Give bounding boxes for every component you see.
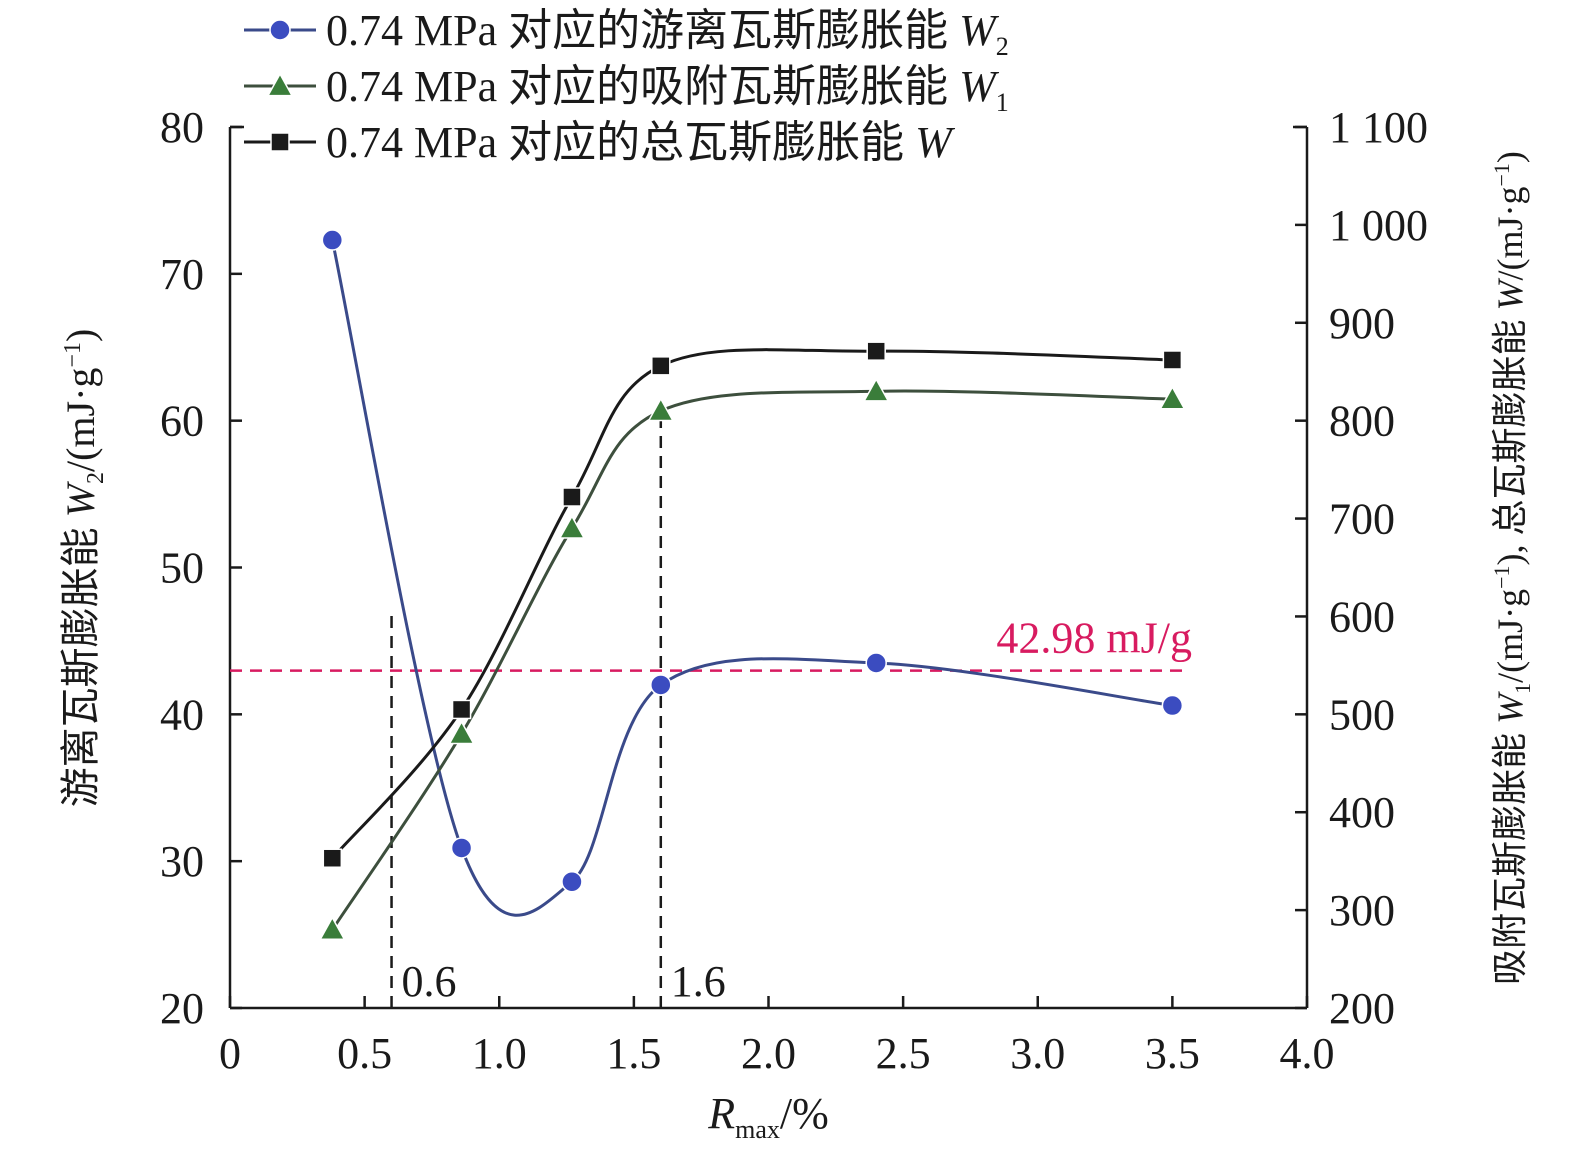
legend-label: 0.74 MPa 对应的总瓦斯膨胀能 W bbox=[326, 118, 955, 167]
data-point bbox=[1159, 385, 1186, 410]
data-point bbox=[1162, 350, 1183, 370]
series-line bbox=[330, 239, 1173, 917]
legend-marker bbox=[270, 132, 290, 152]
y-right-tick-label: 600 bbox=[1329, 592, 1395, 641]
y-right-tick-label: 900 bbox=[1329, 299, 1395, 348]
data-point bbox=[319, 916, 346, 941]
y-right-tick-label: 500 bbox=[1329, 690, 1395, 739]
y-right-tick-label: 700 bbox=[1329, 495, 1395, 544]
y-right-tick-label: 400 bbox=[1329, 788, 1395, 837]
data-point bbox=[865, 652, 887, 674]
data-point bbox=[451, 699, 472, 720]
legend-label: 0.74 MPa 对应的游离瓦斯膨胀能 W2 bbox=[326, 6, 1009, 61]
guide-line-label: 1.6 bbox=[671, 957, 726, 1006]
series-line bbox=[331, 348, 1173, 860]
y-left-axis-title: 游离瓦斯膨胀能 W2/(mJ·g−1) bbox=[58, 329, 109, 808]
y-right-axis-title: 吸附瓦斯膨胀能 W1/(mJ·g−1), 总瓦斯膨胀能 W/(mJ·g−1) bbox=[1489, 151, 1535, 985]
data-point bbox=[866, 341, 886, 361]
legend-entry: 0.74 MPa 对应的吸附瓦斯膨胀能 W1 bbox=[244, 62, 1009, 117]
y-left-tick-label: 60 bbox=[160, 397, 204, 446]
data-point bbox=[321, 229, 344, 251]
data-point bbox=[1161, 694, 1184, 717]
legend-entry: 0.74 MPa 对应的游离瓦斯膨胀能 W2 bbox=[244, 6, 1009, 61]
x-tick-label: 3.0 bbox=[1010, 1029, 1065, 1078]
y-right-tick-label: 1 100 bbox=[1329, 103, 1428, 152]
series-triangle bbox=[319, 377, 1186, 941]
y-right-tick-label: 200 bbox=[1329, 984, 1395, 1033]
legend-marker bbox=[269, 19, 291, 41]
reference-line-label: 42.98 mJ/g bbox=[996, 614, 1192, 663]
y-left-tick-label: 40 bbox=[160, 690, 204, 739]
y-left-tick-label: 30 bbox=[160, 837, 204, 886]
x-tick-label: 2.0 bbox=[741, 1029, 796, 1078]
y-left-tick-label: 70 bbox=[160, 250, 204, 299]
series-line bbox=[331, 389, 1173, 931]
guide-lines: 42.98 mJ/g 0.6 1.6 bbox=[230, 410, 1192, 1008]
data-point bbox=[558, 514, 586, 539]
y-left-tick-label: 50 bbox=[160, 544, 204, 593]
series-square bbox=[322, 341, 1183, 868]
x-tick-label: 0 bbox=[219, 1029, 241, 1078]
y-left-tick-label: 80 bbox=[160, 103, 204, 152]
x-tick-label: 1.5 bbox=[606, 1029, 661, 1078]
data-point bbox=[562, 487, 582, 507]
y-left-tick-label: 20 bbox=[160, 984, 204, 1033]
y-right-tick-label: 1 000 bbox=[1329, 201, 1428, 250]
data-point bbox=[322, 848, 343, 868]
x-tick-label: 3.5 bbox=[1145, 1029, 1200, 1078]
data-point bbox=[650, 674, 672, 696]
series-circle bbox=[321, 229, 1184, 917]
legend: 0.74 MPa 对应的游离瓦斯膨胀能 W20.74 MPa 对应的吸附瓦斯膨胀… bbox=[244, 6, 1009, 167]
data-point bbox=[448, 720, 475, 745]
legend-entry: 0.74 MPa 对应的总瓦斯膨胀能 W bbox=[244, 118, 955, 167]
y-right-tick-label: 300 bbox=[1329, 886, 1395, 935]
x-tick-label: 1.0 bbox=[472, 1029, 527, 1078]
legend-label: 0.74 MPa 对应的吸附瓦斯膨胀能 W1 bbox=[326, 62, 1009, 117]
data-point bbox=[651, 356, 671, 376]
guide-line-label: 0.6 bbox=[402, 957, 457, 1006]
data-point bbox=[862, 377, 890, 402]
series-layer bbox=[319, 229, 1186, 941]
legend-marker bbox=[266, 72, 294, 97]
axes: 0 0.5 1.0 1.5 2.0 2.5 3.0 3.5 4.0 20 30 40 50 60 70 80 2… bbox=[58, 103, 1535, 1144]
data-point bbox=[450, 837, 473, 859]
data-point bbox=[561, 870, 583, 893]
x-tick-label: 0.5 bbox=[337, 1029, 392, 1078]
x-tick-label: 2.5 bbox=[876, 1029, 931, 1078]
x-axis-title: Rmax/% bbox=[707, 1089, 829, 1144]
data-point bbox=[647, 397, 675, 422]
y-right-tick-label: 800 bbox=[1329, 397, 1395, 446]
x-tick-label: 4.0 bbox=[1280, 1029, 1335, 1078]
